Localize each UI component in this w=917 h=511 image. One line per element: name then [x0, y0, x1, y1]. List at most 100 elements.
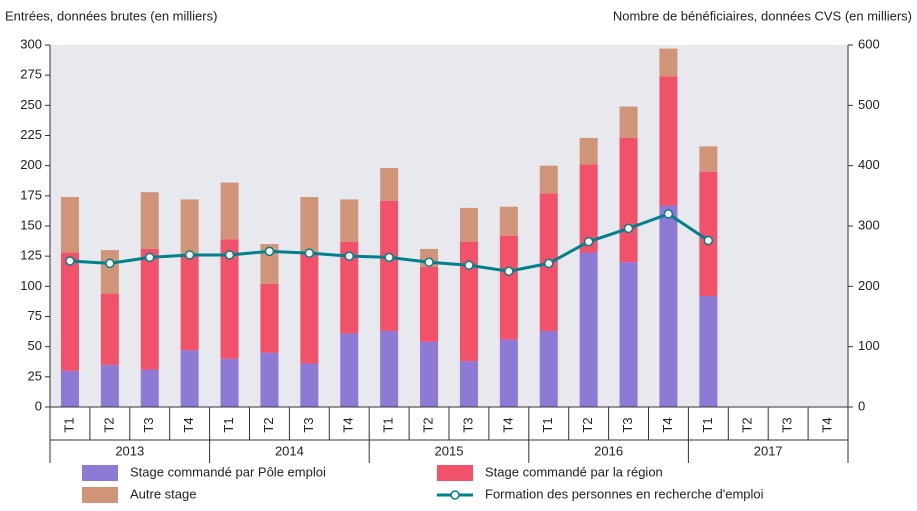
- x-tick-label: T1: [700, 417, 715, 432]
- y2-tick-label: 300: [858, 217, 880, 232]
- bar: [180, 199, 199, 257]
- bar: [340, 333, 359, 407]
- legend-label: Stage commandé par Pôle emploi: [130, 464, 326, 479]
- legend-label: Stage commandé par la région: [485, 464, 663, 479]
- x-tick-label: T4: [819, 417, 834, 432]
- bar: [659, 48, 678, 77]
- x-tick-label: T4: [181, 417, 196, 432]
- y2-tick-label: 100: [858, 338, 880, 353]
- line-point: [384, 252, 394, 263]
- bar: [60, 370, 79, 407]
- legend-marker: [450, 490, 460, 500]
- y-tick-label: 150: [20, 217, 42, 232]
- bar: [699, 146, 718, 172]
- y-tick-label: 0: [35, 398, 42, 413]
- bar: [459, 361, 478, 407]
- bar: [539, 330, 558, 407]
- x-tick-label: T2: [740, 417, 755, 432]
- bar: [499, 206, 518, 236]
- y2-tick-label: 0: [858, 398, 865, 413]
- bar: [140, 369, 159, 407]
- y-tick-label: 125: [20, 248, 42, 263]
- x-tick-label: T3: [620, 417, 635, 432]
- y2-tick-label: 400: [858, 157, 880, 172]
- y-tick-label: 300: [20, 36, 42, 51]
- bar: [499, 339, 518, 407]
- bar: [459, 207, 478, 242]
- y-axis-title: Entrées, données brutes (en milliers): [5, 8, 217, 23]
- y2-tick-label: 200: [858, 278, 880, 293]
- line-point: [105, 258, 115, 269]
- bar: [579, 252, 598, 407]
- line-point: [464, 260, 474, 270]
- y-tick-label: 100: [20, 278, 42, 293]
- bar: [579, 164, 598, 253]
- y-tick-label: 75: [28, 308, 42, 323]
- x-tick-label: T1: [221, 417, 236, 432]
- x-group-label: 2016: [594, 443, 623, 458]
- line-point: [544, 258, 554, 269]
- bar: [60, 252, 79, 371]
- bar: [499, 235, 518, 340]
- bar: [300, 363, 319, 407]
- line-point: [224, 250, 235, 260]
- x-group-label: 2015: [435, 443, 464, 458]
- x-tick-label: T3: [780, 417, 795, 432]
- line-point: [703, 235, 714, 246]
- bar: [659, 76, 678, 206]
- y-tick-label: 50: [28, 338, 42, 353]
- bar: [220, 182, 239, 240]
- line-point: [663, 209, 674, 219]
- x-tick-label: T2: [101, 417, 116, 432]
- bar: [579, 137, 598, 165]
- x-tick-label: T1: [540, 417, 555, 432]
- bar: [380, 330, 399, 407]
- bar: [140, 248, 159, 370]
- bar: [300, 253, 319, 364]
- line-point: [65, 256, 75, 266]
- bar: [420, 341, 439, 407]
- x-tick-label: T4: [500, 417, 515, 432]
- bar: [659, 205, 678, 407]
- bar: [220, 239, 239, 359]
- bar: [260, 352, 279, 407]
- bar: [60, 197, 79, 253]
- bar: [100, 364, 119, 407]
- line-point: [344, 251, 354, 261]
- y-tick-label: 225: [20, 127, 42, 142]
- bar: [619, 106, 638, 138]
- bar: [619, 137, 638, 263]
- y2-tick-label: 600: [858, 36, 880, 51]
- bar: [699, 295, 718, 407]
- bar: [100, 293, 119, 365]
- bar: [380, 168, 399, 201]
- bar: [140, 192, 159, 249]
- x-tick-label: T2: [261, 417, 276, 432]
- bar: [220, 358, 239, 407]
- bar: [180, 350, 199, 407]
- x-tick-label: T3: [141, 417, 156, 432]
- line-point: [304, 248, 315, 258]
- line-point: [424, 257, 434, 267]
- legend-swatch: [82, 465, 118, 481]
- x-group-label: 2017: [754, 443, 783, 458]
- x-tick-label: T3: [460, 417, 475, 432]
- y-tick-label: 275: [20, 67, 42, 82]
- line-point: [184, 250, 195, 260]
- y2-tick-label: 500: [858, 97, 880, 112]
- x-tick-label: T4: [660, 417, 675, 432]
- bar: [619, 262, 638, 407]
- bar: [459, 241, 478, 362]
- bar: [340, 241, 359, 334]
- legend-swatch: [82, 487, 118, 503]
- bar: [380, 200, 399, 331]
- y2-axis-title: Nombre de bénéficiaires, données CVS (en…: [613, 8, 912, 23]
- x-group-label: 2013: [115, 443, 144, 458]
- line-point: [504, 266, 514, 276]
- bar: [300, 197, 319, 254]
- line-point: [145, 252, 155, 263]
- x-tick-label: T1: [61, 417, 76, 432]
- y-tick-label: 175: [20, 187, 42, 202]
- y-tick-label: 25: [28, 368, 42, 383]
- y-tick-label: 250: [20, 97, 42, 112]
